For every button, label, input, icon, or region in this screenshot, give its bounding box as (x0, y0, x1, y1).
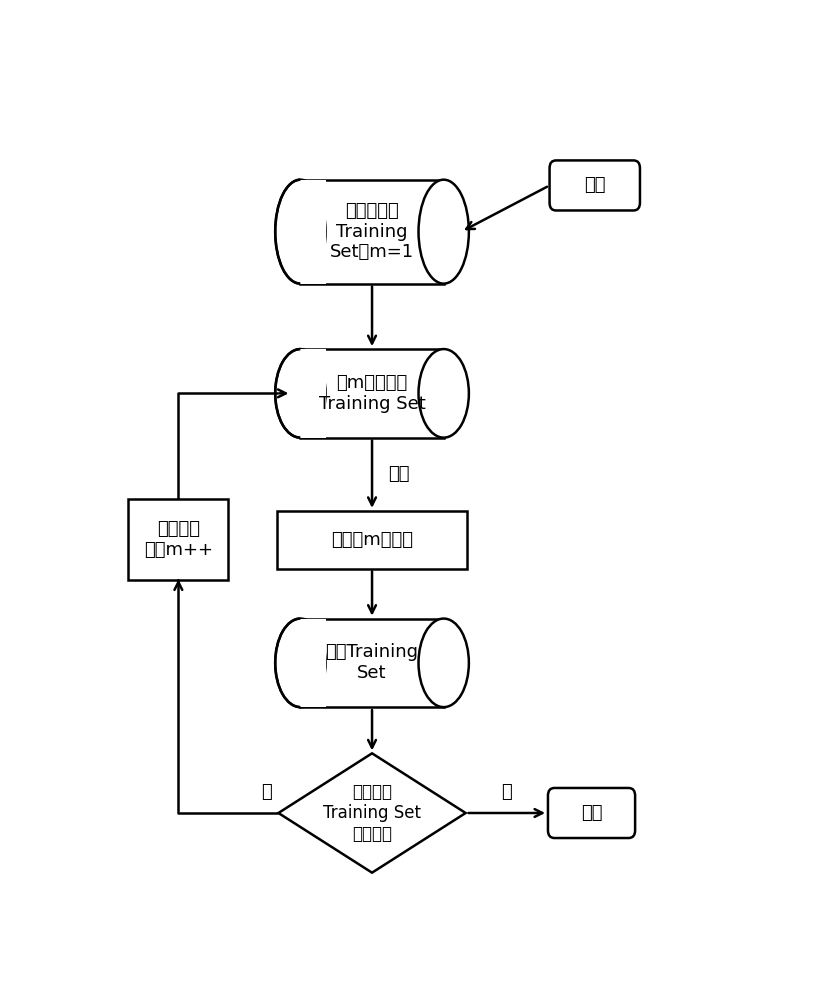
Ellipse shape (275, 180, 326, 284)
Ellipse shape (418, 349, 469, 438)
Text: 否: 否 (262, 783, 272, 801)
Bar (301, 180, 444, 284)
Text: 是: 是 (501, 783, 512, 801)
Polygon shape (278, 753, 466, 873)
Text: 初次迭代的
Training
Set，m=1: 初次迭代的 Training Set，m=1 (330, 202, 414, 261)
Text: 更新后的
Training Set
为空集？: 更新后的 Training Set 为空集？ (323, 783, 421, 843)
Ellipse shape (418, 180, 469, 284)
Bar (301, 180, 326, 284)
Bar (301, 619, 326, 707)
Text: 第m轮迭代的
Training Set: 第m轮迭代的 Training Set (319, 374, 426, 413)
Text: 开始: 开始 (584, 176, 606, 194)
Text: 更新Training
Set: 更新Training Set (326, 643, 418, 682)
Text: 学习: 学习 (388, 465, 410, 483)
Ellipse shape (418, 619, 469, 707)
Text: 下一轮迭
代，m++: 下一轮迭 代，m++ (144, 520, 213, 559)
Bar (277, 511, 467, 569)
Text: 结束: 结束 (581, 804, 602, 822)
FancyBboxPatch shape (550, 160, 640, 210)
Bar (301, 349, 326, 438)
Text: 生成第m种知识: 生成第m种知识 (331, 531, 413, 549)
Bar (128, 499, 228, 580)
Ellipse shape (275, 349, 326, 438)
Bar (301, 349, 444, 438)
Ellipse shape (275, 619, 326, 707)
Bar (301, 619, 444, 707)
FancyBboxPatch shape (548, 788, 635, 838)
